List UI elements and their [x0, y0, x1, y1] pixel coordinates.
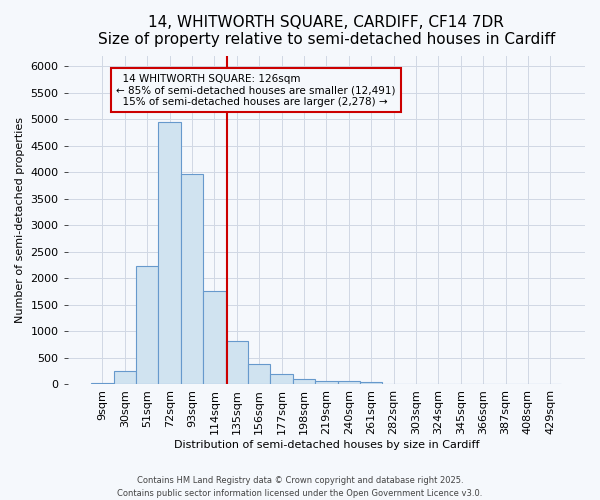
- Bar: [293, 379, 315, 384]
- Bar: [203, 291, 226, 384]
- Y-axis label: Number of semi-detached properties: Number of semi-detached properties: [15, 117, 25, 323]
- Bar: [248, 364, 271, 384]
- Bar: [271, 374, 293, 384]
- Bar: [338, 382, 360, 384]
- Bar: [226, 341, 248, 384]
- Bar: [158, 122, 181, 384]
- Text: 14 WHITWORTH SQUARE: 126sqm
← 85% of semi-detached houses are smaller (12,491)
 : 14 WHITWORTH SQUARE: 126sqm ← 85% of sem…: [116, 74, 395, 107]
- Bar: [181, 174, 203, 384]
- X-axis label: Distribution of semi-detached houses by size in Cardiff: Distribution of semi-detached houses by …: [173, 440, 479, 450]
- Bar: [136, 266, 158, 384]
- Bar: [91, 383, 113, 384]
- Bar: [315, 381, 338, 384]
- Title: 14, WHITWORTH SQUARE, CARDIFF, CF14 7DR
Size of property relative to semi-detach: 14, WHITWORTH SQUARE, CARDIFF, CF14 7DR …: [98, 15, 555, 48]
- Text: Contains HM Land Registry data © Crown copyright and database right 2025.
Contai: Contains HM Land Registry data © Crown c…: [118, 476, 482, 498]
- Bar: [360, 382, 382, 384]
- Bar: [113, 370, 136, 384]
